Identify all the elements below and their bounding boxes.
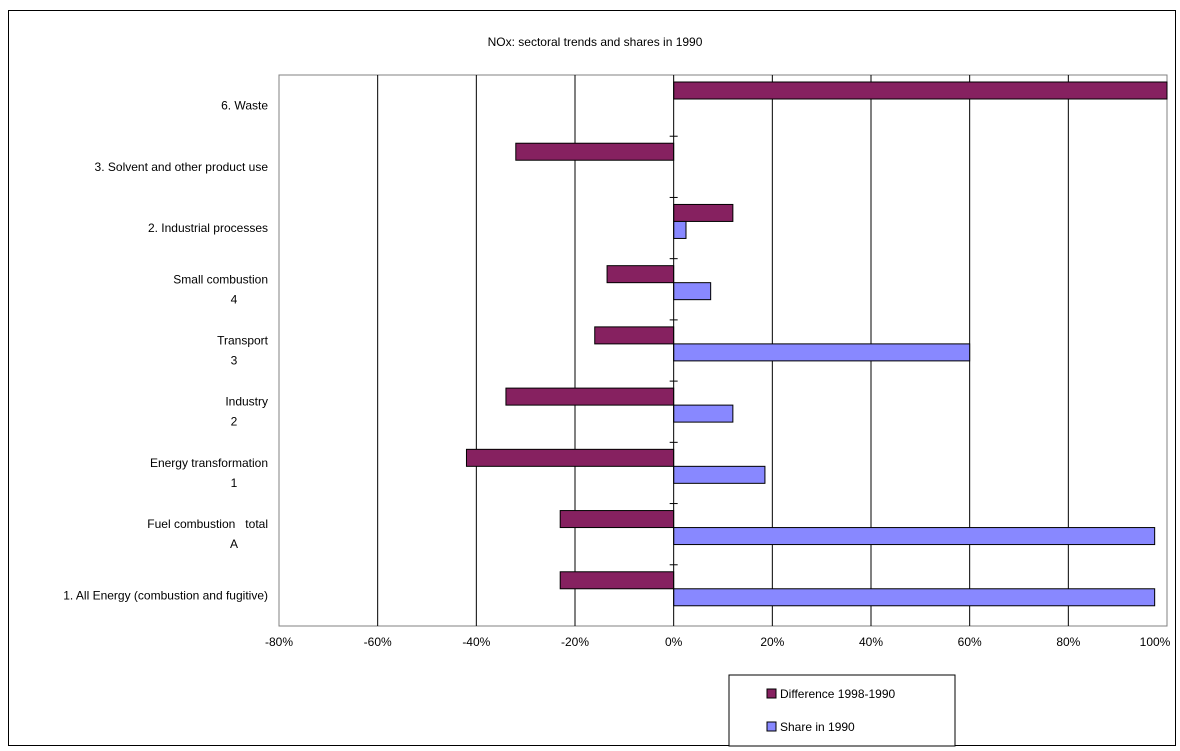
chart-title: NOx: sectoral trends and shares in 1990 <box>488 35 703 49</box>
category-label-0-0: 6. Waste <box>221 99 268 113</box>
category-label-8-0: 1. All Energy (combustion and fugitive) <box>63 588 268 602</box>
legend-swatch-difference <box>767 689 776 698</box>
category-label-6-1: 1 <box>231 476 238 490</box>
x-tick-label-5: 20% <box>760 635 784 649</box>
x-tick-label-2: -40% <box>462 635 490 649</box>
legend-box <box>729 675 955 746</box>
x-tick-label-7: 60% <box>958 635 982 649</box>
bar-difference-3 <box>607 266 674 283</box>
legend-label-share: Share in 1990 <box>780 720 855 734</box>
bar-share-8 <box>674 589 1155 606</box>
legend: Difference 1998-1990 Share in 1990 <box>729 675 955 746</box>
category-label-7-1: A <box>230 537 238 551</box>
x-tick-label-6: 40% <box>859 635 883 649</box>
bar-difference-2 <box>674 204 733 221</box>
category-label-4-0: Transport <box>217 334 269 348</box>
x-tick-label-1: -60% <box>364 635 392 649</box>
bar-share-2 <box>674 221 686 238</box>
category-labels: 6. Waste 3. Solvent and other product use… <box>63 99 268 603</box>
bar-share-7 <box>674 528 1155 545</box>
x-tick-labels: -80% -60% -40% -20% 0% 20% 40% 60% 80% 100% <box>265 635 1171 649</box>
category-label-2-0: 2. Industrial processes <box>148 221 268 235</box>
chart-frame: NOx: sectoral trends and shares in 1990 … <box>8 10 1176 746</box>
category-label-3-1: 4 <box>231 292 238 306</box>
category-label-6-0: Energy transformation <box>150 456 268 470</box>
bar-difference-8 <box>560 572 673 589</box>
category-label-3-0: Small combustion <box>173 272 268 286</box>
bar-share-3 <box>674 283 711 300</box>
category-label-5-1: 2 <box>231 415 238 429</box>
bar-difference-0 <box>674 82 1167 99</box>
category-label-4-1: 3 <box>231 354 238 368</box>
x-tick-label-4: 0% <box>665 635 683 649</box>
x-tick-label-0: -80% <box>265 635 293 649</box>
category-label-5-0: Industry <box>225 395 268 409</box>
legend-label-difference: Difference 1998-1990 <box>780 687 896 701</box>
chart-svg: NOx: sectoral trends and shares in 1990 … <box>9 11 1177 747</box>
category-label-1-0: 3. Solvent and other product use <box>95 160 269 174</box>
bar-difference-5 <box>506 388 674 405</box>
bar-difference-1 <box>516 143 674 160</box>
x-tick-label-9: 100% <box>1140 635 1171 649</box>
x-tick-label-3: -20% <box>561 635 589 649</box>
x-tick-label-8: 80% <box>1056 635 1080 649</box>
bar-difference-6 <box>466 449 673 466</box>
legend-swatch-share <box>767 722 776 731</box>
bar-share-4 <box>674 344 970 361</box>
bar-share-5 <box>674 405 733 422</box>
category-label-7-0: Fuel combustion total <box>147 517 268 531</box>
bar-difference-7 <box>560 511 673 528</box>
bar-share-6 <box>674 466 765 483</box>
bar-difference-4 <box>595 327 674 344</box>
